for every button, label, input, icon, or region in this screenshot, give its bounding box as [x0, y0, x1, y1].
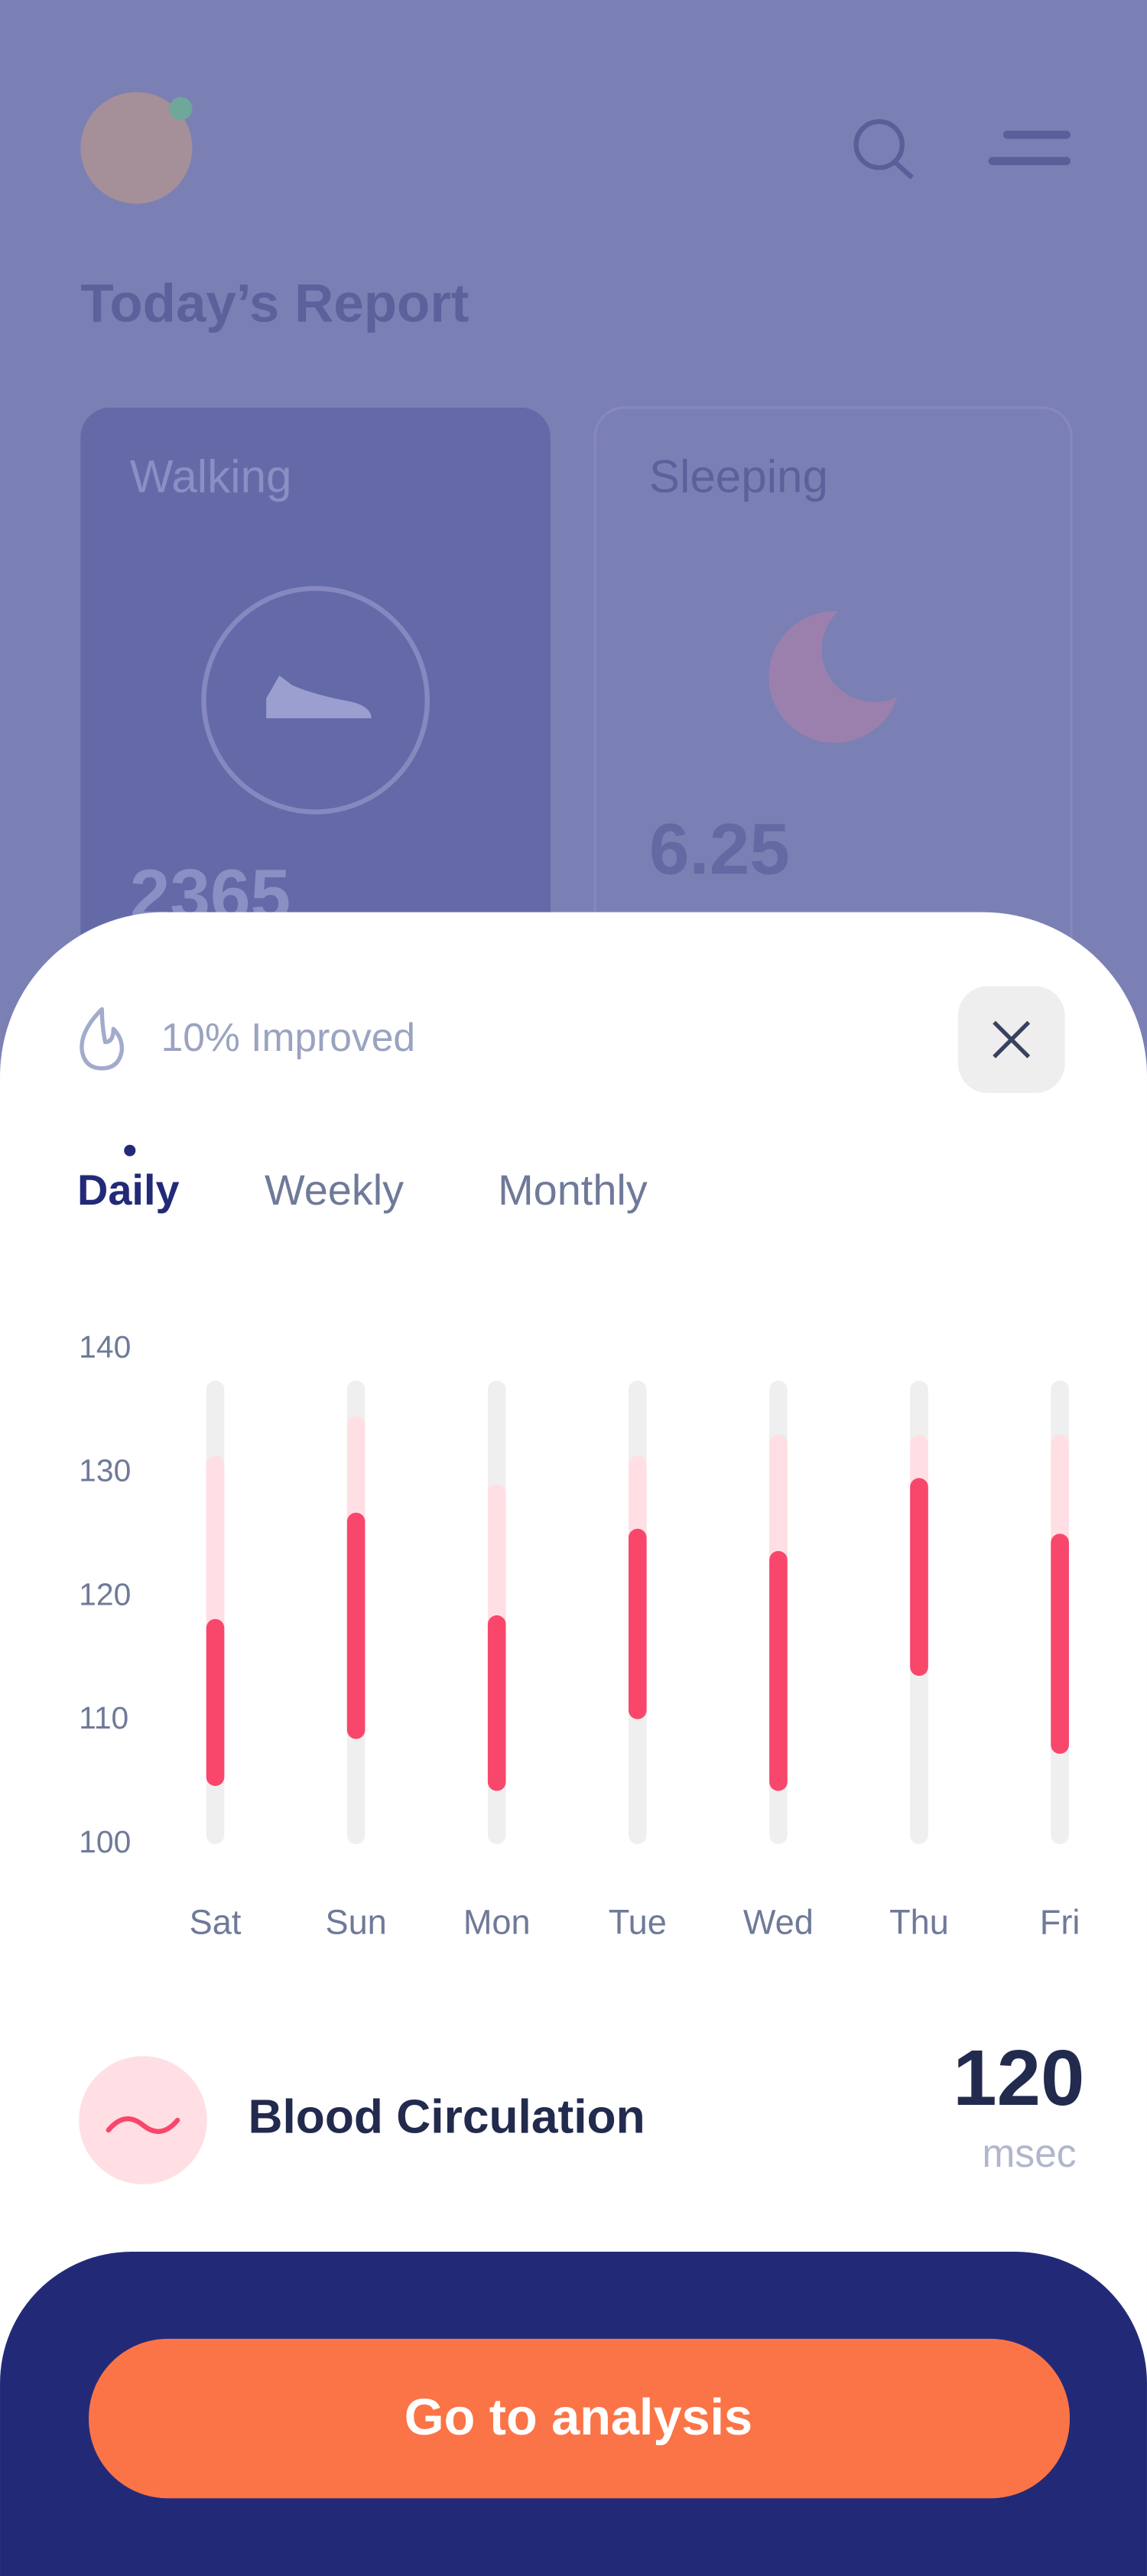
tab[interactable]: Daily	[77, 1166, 180, 1214]
tab[interactable]: Monthly	[498, 1166, 648, 1214]
online-dot	[169, 96, 193, 120]
y-tick-label: 100	[79, 1824, 131, 1859]
x-tick-label: Fri	[1040, 1902, 1080, 1941]
improvement: 10% Improved	[161, 1015, 415, 1059]
range-bar	[346, 1512, 366, 1739]
range-bar	[206, 1618, 225, 1787]
tabs: Daily Weekly Monthly	[77, 1144, 648, 1214]
range-bar	[487, 1615, 506, 1791]
y-tick-label: 110	[79, 1700, 128, 1735]
metric-value: 120	[953, 2034, 1084, 2122]
walking-card	[80, 407, 551, 967]
flame-icon	[80, 1007, 125, 1071]
chart: 100 110 120 130 140 Sat Sun Mon Tue Wed Thu Fri	[79, 1329, 1080, 1941]
menu-icon	[988, 130, 1071, 165]
metric-unit: msec	[982, 2131, 1076, 2175]
active-tab-dot	[124, 1144, 136, 1156]
walking-ring	[201, 586, 430, 815]
y-tick-label: 120	[79, 1576, 131, 1612]
page-title: Today’s Report	[80, 274, 469, 334]
analysis-button[interactable]: Go to analysis	[89, 2338, 1070, 2499]
card-label: Walking	[130, 450, 292, 502]
close-button[interactable]	[957, 986, 1065, 1094]
moon-icon	[768, 611, 898, 743]
shoe-icon	[266, 675, 372, 719]
metric-icon-bg	[79, 2056, 207, 2184]
card-value: 6.25	[649, 808, 790, 890]
button-label[interactable]: Go to analysis	[405, 2389, 752, 2446]
wave-icon	[106, 2116, 180, 2134]
avatar	[80, 92, 193, 204]
range-bar	[1051, 1534, 1069, 1755]
range-bar	[628, 1528, 647, 1719]
x-tick-label: Wed	[743, 1902, 814, 1941]
x-tick-label: Tue	[609, 1902, 667, 1941]
tab[interactable]: Weekly	[265, 1166, 404, 1214]
search-icon	[853, 119, 914, 180]
x-tick-label: Thu	[889, 1902, 949, 1941]
range-bar	[769, 1550, 788, 1791]
range-bar	[910, 1478, 928, 1677]
y-tick-label: 140	[79, 1329, 131, 1364]
x-tick-label: Sun	[325, 1902, 386, 1941]
x-tick-label: Sat	[190, 1902, 242, 1941]
x-tick-label: Mon	[463, 1902, 531, 1941]
bottom-sheet	[0, 912, 1147, 2576]
card-label: Sleeping	[649, 450, 828, 502]
y-tick-label: 130	[79, 1453, 131, 1488]
metric-label: Blood Circulation	[249, 2091, 645, 2144]
